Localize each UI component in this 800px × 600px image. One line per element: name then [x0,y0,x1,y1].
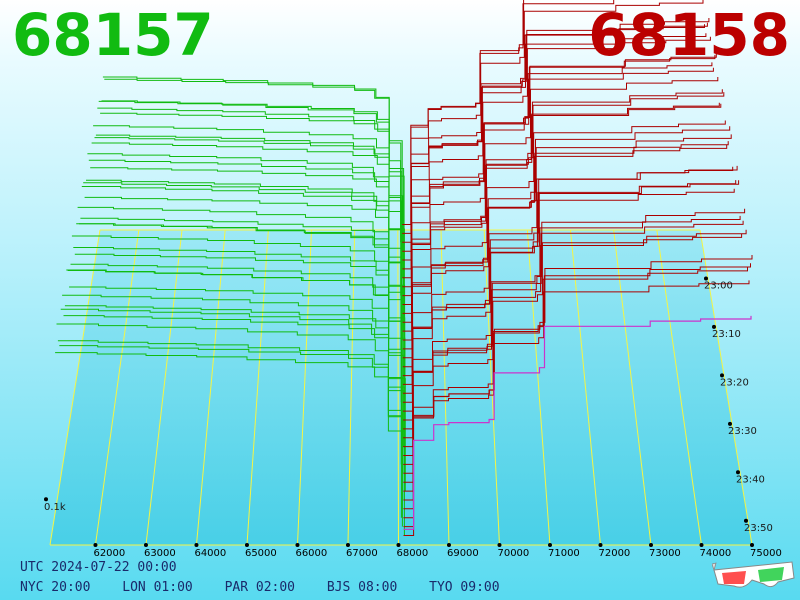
3d-glasses-icon[interactable] [712,560,796,594]
x-tick-label-74000: 74000 [699,548,731,559]
ask-depth-line-32 [402,24,705,252]
grid-line-x-62000 [94,229,140,546]
x-tick-dot-70000 [497,543,502,547]
grid-layer [49,229,753,546]
x-tick-label-67000: 67000 [346,548,378,559]
x-tick-label-65000: 65000 [245,548,277,559]
ask-depth-line-4 [403,229,747,501]
x-tick-label-64000: 64000 [194,548,226,559]
x-tick-dot-75000 [750,543,754,547]
x-tick-dot-71000 [547,543,552,547]
bid-price: 68157 [12,1,214,69]
nyc-time: NYC 20:00 [20,580,91,595]
time-tick-label-4: 23:40 [736,474,765,485]
x-tick-dot-73000 [648,543,653,547]
ask-depth-line-27 [402,62,713,297]
time-tick-dot-3 [728,421,732,426]
x-tick-dot-63000 [143,543,148,547]
x-tick-dot-65000 [244,543,249,547]
volume-tick-dot [44,497,48,502]
time-tick-label-3: 23:30 [728,426,757,437]
grid-line-x-71000 [526,229,551,546]
x-tick-label-72000: 72000 [598,548,630,559]
time-tick-dot-5 [744,518,748,523]
par-time: PAR 02:00 [224,580,296,595]
current-ask-line [403,315,752,530]
grid-line-x-73000 [613,229,652,546]
time-tick-dot-2 [720,373,724,378]
grid-line-x-75000 [699,229,753,546]
x-tick-label-73000: 73000 [649,548,681,559]
x-tick-dot-68000 [396,543,401,547]
bjs-time: BJS 08:00 [326,580,398,595]
grid-line-x-72000 [570,229,601,546]
volume-tick-label: 0.1k [44,502,66,513]
tyo-time: TYO 09:00 [429,580,500,595]
x-tick-label-69000: 69000 [447,548,479,559]
x-tick-label-68000: 68000 [396,548,428,559]
ask-depth-line-28 [402,36,711,288]
grid-line-x-64000 [195,229,226,546]
time-tick-label-1: 23:10 [712,329,741,340]
time-tick-label-2: 23:20 [720,377,749,388]
grid-left-edge [49,229,101,546]
bid-layer [55,76,406,536]
ask-depth-line-8 [403,215,741,465]
lon-time: LON 01:00 [122,580,193,595]
x-tick-label-66000: 66000 [295,548,327,559]
time-tick-dot-4 [736,470,740,475]
x-tick-label-62000: 62000 [93,548,125,559]
x-tick-dot-67000 [345,543,350,547]
grid-line-x-65000 [246,229,269,546]
ask-depth-line-35 [402,0,615,225]
x-tick-dot-69000 [446,543,451,547]
bid-depth-line-35 [104,78,403,225]
ask-depth-line-18 [402,120,726,377]
x-tick-label-75000: 75000 [750,548,782,559]
ask-depth-line-22 [402,102,720,341]
ask-depth-line-12 [403,188,735,430]
time-tick-label-0: 23:00 [704,280,733,291]
ask-depth-line-33 [402,0,704,243]
ask-depth-line-2 [403,280,750,519]
ask-depth-line-13 [403,166,734,421]
ask-layer [402,0,753,536]
grid-line-x-67000 [347,229,356,546]
time-tick-dot-0 [704,276,708,281]
ask-depth-line-7 [403,233,743,474]
ask-depth-line-23 [402,77,719,332]
time-tick-dot-1 [712,324,716,329]
x-tick-label-71000: 71000 [548,548,580,559]
bid-depth-line-34 [102,76,402,234]
time-tick-label-5: 23:50 [744,523,773,534]
ask-price: 68158 [588,1,790,69]
ask-depth-line-3 [403,267,748,510]
x-tick-label-63000: 63000 [144,548,176,559]
axis-layer: 62000 63000 64000 65000 66000 67000 68000 69000… [44,276,782,559]
x-tick-label-70000: 70000 [497,548,529,559]
utc-time: UTC 2024-07-22 00:00 [20,560,177,575]
grid-line-x-74000 [656,229,702,546]
timezone-row: NYC 20:00 LON 01:00 PAR 02:00 BJS 08:00 … [20,580,524,595]
ask-depth-line-17 [402,144,728,385]
x-tick-dot-64000 [194,543,199,547]
x-tick-dot-62000 [93,543,98,547]
grid-line-x-70000 [483,229,500,546]
ask-depth-line-31 [402,33,707,261]
x-tick-dot-66000 [295,543,300,547]
grid-line-x-69000 [440,229,450,546]
x-tick-dot-72000 [598,543,603,547]
grid-line-x-63000 [145,229,183,546]
x-tick-dot-74000 [699,543,704,547]
grid-line-x-66000 [296,229,313,546]
